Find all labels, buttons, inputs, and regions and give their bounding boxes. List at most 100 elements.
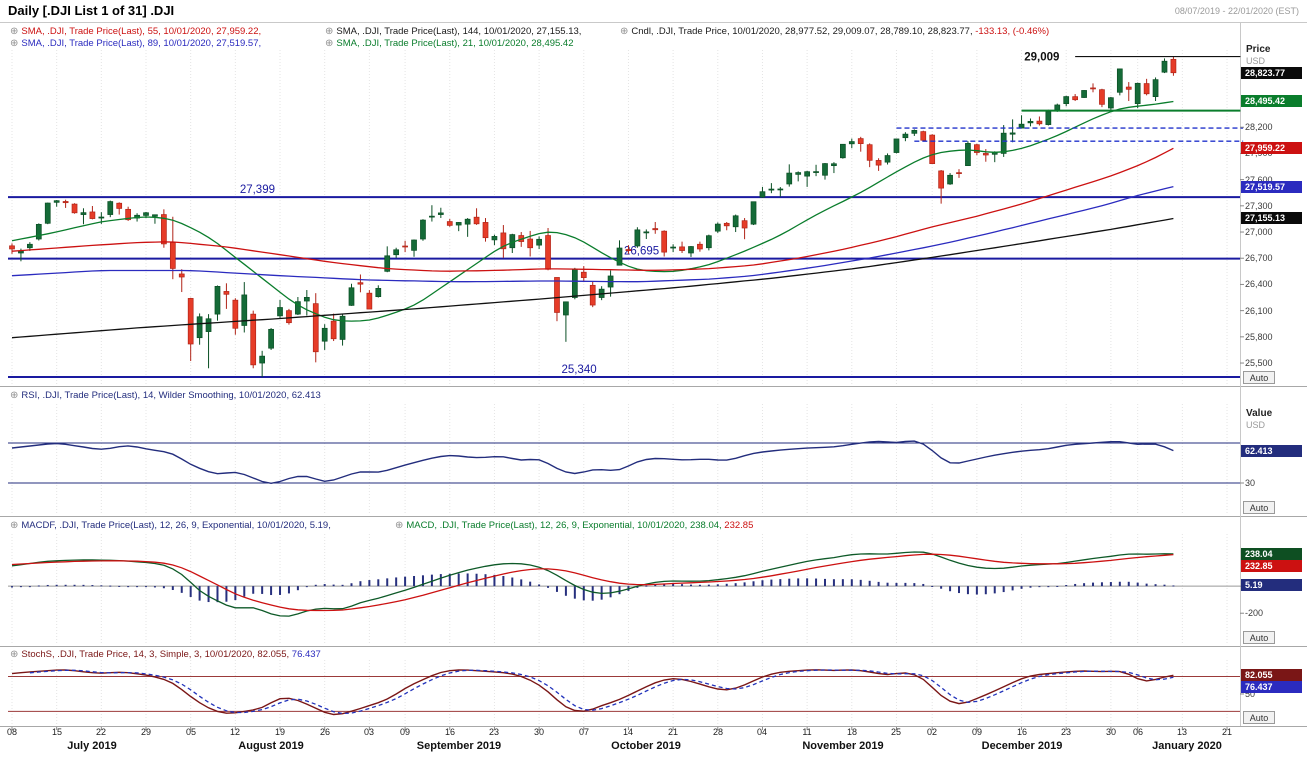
x-axis-day-tick: 08 xyxy=(6,727,17,737)
last-value-badge: 27,155.13 xyxy=(1241,212,1302,224)
candle-body xyxy=(169,242,176,269)
candle-body xyxy=(80,212,87,215)
candle-body xyxy=(911,130,918,134)
legend-stochs[interactable]: ⊕ StochS, .DJI, Trade Price, 14, 3, Simpl… xyxy=(10,649,321,660)
x-axis-day-tick: 15 xyxy=(51,727,62,737)
candle-body xyxy=(411,239,417,251)
macd-histogram-bar xyxy=(797,578,800,587)
candle-body xyxy=(661,230,668,253)
auto-scale-button[interactable]: Auto xyxy=(1243,501,1275,514)
macd-histogram-bar xyxy=(841,579,844,587)
macd-histogram-bar xyxy=(689,584,692,587)
macd-histogram-bar xyxy=(1109,582,1112,587)
macd-histogram-bar xyxy=(1020,586,1023,589)
candle-body xyxy=(643,231,650,234)
macd-histogram-bar xyxy=(1074,583,1077,587)
macd-histogram-bar xyxy=(332,584,335,587)
legend-macd[interactable]: ⊕ MACD, .DJI, Trade Price(Last), 12, 26, … xyxy=(395,520,754,531)
candle-body xyxy=(393,249,400,256)
stoch-d-line[interactable] xyxy=(29,669,1174,715)
macd-signal-line[interactable] xyxy=(11,553,1174,612)
candle-body xyxy=(420,219,426,240)
legend-sma89[interactable]: ⊕ SMA, .DJI, Trade Price(Last), 89, 10/01… xyxy=(10,38,262,49)
candle-body xyxy=(723,222,730,227)
candle-body xyxy=(536,238,542,246)
candle-body xyxy=(178,273,185,278)
macd-histogram-bar xyxy=(788,578,791,587)
macd-histogram-bar xyxy=(1047,586,1050,588)
legend-macdf[interactable]: ⊕ MACDF, .DJI, Trade Price(Last), 12, 26,… xyxy=(10,520,331,531)
macd-histogram-bar xyxy=(832,579,835,587)
y-axis-tick-label: 28,200 xyxy=(1245,122,1273,132)
macd-histogram-bar xyxy=(779,579,782,587)
macd-histogram-bar xyxy=(91,585,94,587)
x-axis-day-tick: 19 xyxy=(274,727,285,737)
macd-histogram-bar xyxy=(377,579,380,587)
macd-histogram-bar xyxy=(823,578,826,587)
candle-body xyxy=(956,172,962,174)
candle-body xyxy=(89,211,96,219)
macd-histogram-bar xyxy=(547,586,550,588)
rsi-line[interactable] xyxy=(11,440,1174,485)
macd-histogram-bar xyxy=(1154,584,1157,587)
macd-histogram-bar xyxy=(1092,582,1095,587)
legend-sma55[interactable]: ⊕ SMA, .DJI, Trade Price(Last), 55, 10/01… xyxy=(10,26,262,37)
macd-histogram-bar xyxy=(46,584,49,587)
macd-histogram-bar xyxy=(118,585,121,587)
macd-histogram-bar xyxy=(681,584,684,587)
candle-body xyxy=(795,172,802,175)
macd-histogram-bar xyxy=(484,574,487,587)
candle-body xyxy=(1081,90,1087,98)
sma-line[interactable] xyxy=(11,100,1174,322)
macd-histogram-bar xyxy=(198,586,201,601)
macd-histogram-bar xyxy=(145,586,148,588)
sma-line[interactable] xyxy=(11,185,1174,283)
candle-body xyxy=(196,316,203,339)
macd-histogram-bar xyxy=(350,583,353,587)
y-axis-tick-label: 50 xyxy=(1245,689,1256,699)
macd-histogram-bar xyxy=(672,583,675,587)
high-annotation: 29,009 xyxy=(1024,52,1059,64)
y-axis-tick-label: 27,300 xyxy=(1245,201,1273,211)
candle-body xyxy=(295,301,301,315)
macd-histogram-bar xyxy=(37,585,40,587)
stoch-k-line[interactable] xyxy=(11,669,1174,716)
candle-body xyxy=(357,282,364,285)
legend-rsi[interactable]: ⊕ RSI, .DJI, Trade Price(Last), 14, Wilde… xyxy=(10,390,321,401)
legend-candle[interactable]: ⊕ Cndl, .DJI, Trade Price, 10/01/2020, 28… xyxy=(620,26,1050,37)
macd-histogram-bar xyxy=(55,584,58,587)
candle-body xyxy=(1054,104,1061,111)
auto-scale-button[interactable]: Auto xyxy=(1243,631,1275,644)
candle-body xyxy=(947,174,953,185)
macd-histogram-bar xyxy=(591,586,594,601)
auto-scale-button[interactable]: Auto xyxy=(1243,371,1275,384)
candle-body xyxy=(866,144,873,161)
macd-histogram-bar xyxy=(564,586,567,596)
legend-sma21[interactable]: ⊕ SMA, .DJI, Trade Price(Last), 21, 10/01… xyxy=(325,38,574,49)
macd-line[interactable] xyxy=(11,551,1174,617)
auto-scale-button[interactable]: Auto xyxy=(1243,711,1275,724)
x-axis-day-tick: 07 xyxy=(578,727,589,737)
candle-body xyxy=(965,143,971,167)
x-axis-month-label: September 2019 xyxy=(416,740,502,752)
macd-histogram-bar xyxy=(457,573,460,587)
legend-plus-icon: ⊕ xyxy=(10,520,19,531)
x-axis-day-tick: 04 xyxy=(756,727,767,737)
legend-sma144[interactable]: ⊕ SMA, .DJI, Trade Price(Last), 144, 10/0… xyxy=(325,26,582,37)
legend-plus-icon: ⊕ xyxy=(395,520,404,531)
sma-line[interactable] xyxy=(11,217,1174,339)
macd-histogram-bar xyxy=(261,586,264,594)
candle-body xyxy=(384,255,391,272)
sma-line[interactable] xyxy=(11,147,1174,272)
x-axis-day-tick: 26 xyxy=(319,727,330,737)
macd-histogram-bar xyxy=(698,584,701,587)
candle-body xyxy=(116,202,123,209)
macd-histogram-bar xyxy=(815,578,818,587)
macd-histogram-bar xyxy=(153,586,156,588)
candle-body xyxy=(929,134,936,164)
macd-histogram-bar xyxy=(279,586,282,595)
rsi-axis-unit: USD xyxy=(1246,420,1266,430)
macd-histogram-bar xyxy=(100,585,103,587)
macd-histogram-bar xyxy=(73,584,76,587)
